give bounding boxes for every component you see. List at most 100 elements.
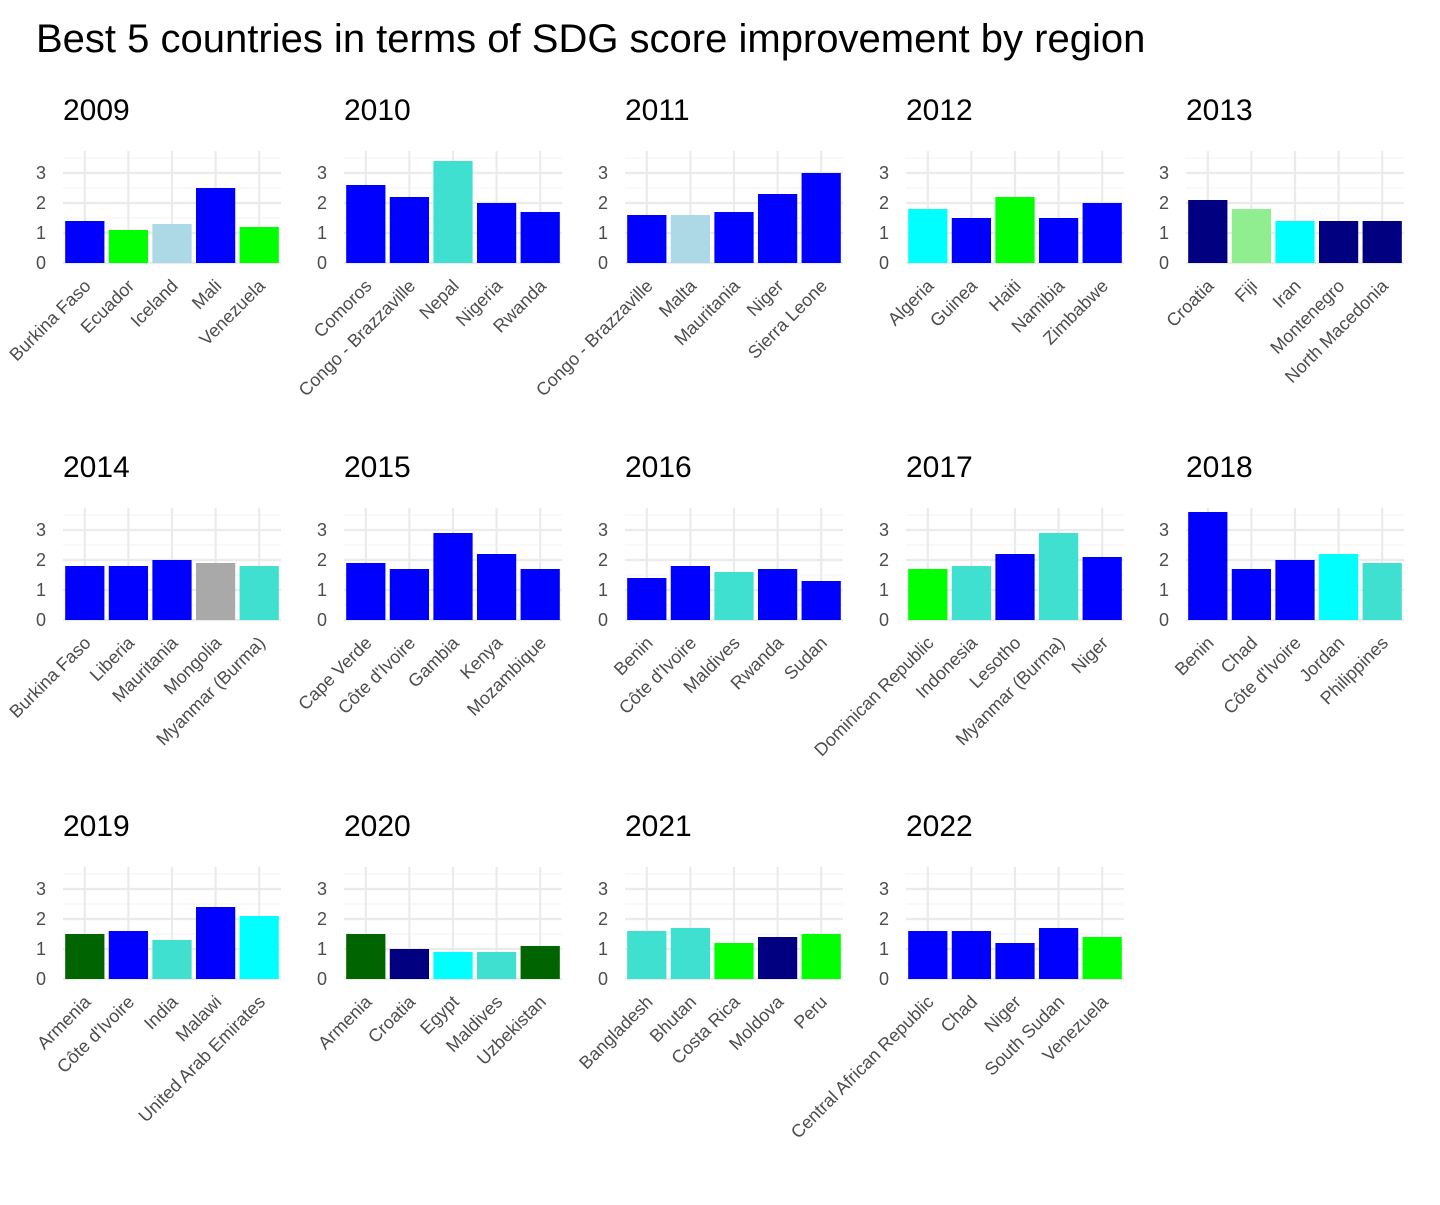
x-tick-label: Niger — [1067, 633, 1112, 678]
panel-2020: 20200123ArmeniaCroatiaEgyptMaldivesUzbek… — [314, 810, 562, 1069]
bar-2019-4 — [239, 916, 279, 979]
y-tick-label: 3 — [598, 520, 608, 540]
panel-title: 2011 — [625, 94, 690, 127]
y-tick-label: 3 — [36, 520, 46, 540]
x-tick-label: Croatia — [364, 991, 420, 1047]
y-tick-label: 0 — [317, 610, 327, 630]
y-tick-label: 3 — [317, 520, 327, 540]
bar-2009-4 — [239, 227, 279, 263]
bar-2011-1 — [670, 215, 711, 263]
bar-2019-3 — [195, 907, 236, 979]
panel-title: 2018 — [1186, 451, 1253, 484]
y-tick-label: 2 — [36, 550, 46, 570]
y-tick-label: 3 — [598, 879, 608, 899]
bar-2015-1 — [389, 569, 430, 620]
panel-title: 2016 — [625, 451, 692, 484]
bar-2021-0 — [627, 931, 667, 979]
y-tick-label: 3 — [879, 163, 889, 183]
chart-title: Best 5 countries in terms of SDG score i… — [36, 17, 1145, 61]
bar-2020-2 — [433, 952, 473, 979]
y-tick-label: 3 — [317, 163, 327, 183]
bar-2018-4 — [1362, 563, 1402, 620]
bar-2013-4 — [1362, 221, 1402, 263]
panel-title: 2012 — [906, 94, 973, 127]
y-tick-label: 2 — [879, 909, 889, 929]
y-tick-label: 1 — [36, 223, 46, 243]
bar-2009-3 — [195, 188, 236, 263]
bar-2013-1 — [1231, 209, 1272, 263]
bar-2017-4 — [1082, 557, 1122, 620]
bar-2011-0 — [627, 215, 667, 263]
bar-2015-2 — [433, 533, 473, 620]
bar-2011-2 — [714, 212, 754, 263]
y-tick-label: 0 — [317, 253, 327, 273]
y-tick-label: 1 — [1159, 580, 1169, 600]
bar-2015-3 — [476, 554, 517, 620]
y-tick-label: 1 — [36, 939, 46, 959]
panel-title: 2015 — [344, 451, 411, 484]
y-tick-label: 2 — [36, 909, 46, 929]
bar-2016-3 — [757, 569, 798, 620]
y-tick-label: 3 — [1159, 163, 1169, 183]
bar-2022-4 — [1082, 937, 1122, 979]
y-tick-label: 0 — [879, 253, 889, 273]
bar-2018-3 — [1318, 554, 1359, 620]
bar-2020-0 — [346, 934, 386, 979]
bar-2014-4 — [239, 566, 279, 620]
panel-title: 2009 — [63, 94, 130, 127]
bar-2010-3 — [476, 203, 517, 263]
y-tick-label: 3 — [598, 163, 608, 183]
x-tick-label: Mali — [188, 276, 225, 313]
x-tick-label: Guinea — [926, 275, 982, 331]
y-tick-label: 1 — [1159, 223, 1169, 243]
y-tick-label: 0 — [1159, 253, 1169, 273]
bar-2014-2 — [152, 560, 192, 620]
bar-2019-2 — [152, 940, 192, 979]
x-tick-label: Armenia — [314, 991, 376, 1053]
x-tick-label: Chad — [937, 992, 982, 1037]
bar-2018-2 — [1275, 560, 1315, 620]
y-tick-label: 1 — [317, 580, 327, 600]
y-tick-label: 3 — [36, 879, 46, 899]
y-tick-label: 3 — [879, 879, 889, 899]
bar-2017-2 — [995, 554, 1035, 620]
y-tick-label: 1 — [879, 939, 889, 959]
y-tick-label: 2 — [317, 193, 327, 213]
y-tick-label: 2 — [317, 909, 327, 929]
y-tick-label: 2 — [36, 193, 46, 213]
x-tick-label: Iran — [1269, 276, 1305, 312]
bar-2019-1 — [108, 931, 149, 979]
y-tick-label: 0 — [598, 610, 608, 630]
x-tick-label: Fiji — [1231, 276, 1261, 306]
panel-title: 2022 — [906, 810, 973, 843]
bar-2010-2 — [433, 161, 473, 263]
y-tick-label: 1 — [598, 580, 608, 600]
panel-title: 2019 — [63, 810, 130, 843]
y-tick-label: 0 — [598, 253, 608, 273]
bar-2016-4 — [801, 581, 841, 620]
bar-2009-0 — [65, 221, 105, 263]
x-tick-label: Dominican Republic — [810, 633, 937, 760]
bar-2012-1 — [951, 218, 992, 263]
x-tick-label: Iceland — [127, 276, 182, 331]
bar-2021-4 — [801, 934, 841, 979]
bar-2009-2 — [152, 224, 192, 263]
y-tick-label: 0 — [36, 253, 46, 273]
y-tick-label: 1 — [317, 223, 327, 243]
bar-2022-0 — [908, 931, 948, 979]
bar-2016-1 — [670, 566, 711, 620]
y-tick-label: 1 — [36, 580, 46, 600]
y-tick-label: 3 — [1159, 520, 1169, 540]
bar-2013-2 — [1275, 221, 1315, 263]
y-tick-label: 2 — [879, 193, 889, 213]
